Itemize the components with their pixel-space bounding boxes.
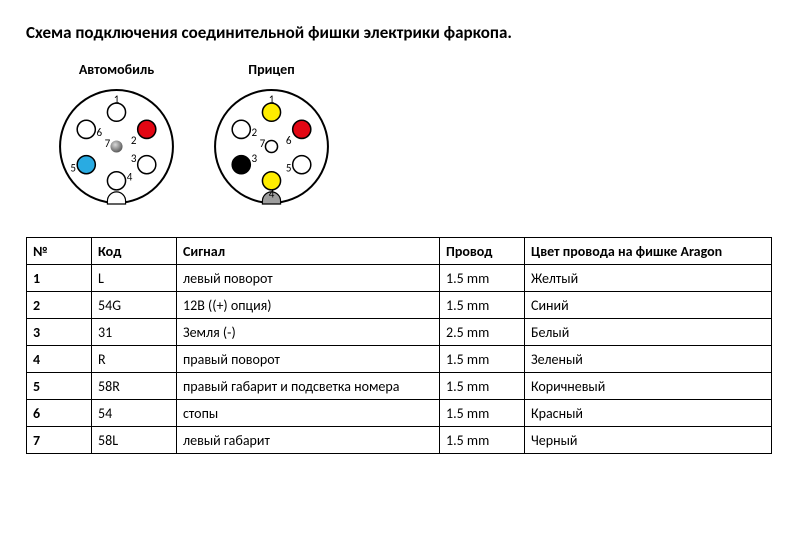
table-cell: 12В ((+) опция)	[177, 292, 440, 319]
table-cell: 1.5 mm	[440, 400, 525, 427]
table-cell: 2.5 mm	[440, 319, 525, 346]
svg-text:5: 5	[286, 160, 292, 174]
table-cell: Красный	[525, 400, 772, 427]
svg-text:7: 7	[260, 136, 266, 150]
table-cell: 7	[27, 427, 92, 454]
table-cell: левый габарит	[177, 427, 440, 454]
svg-text:7: 7	[105, 136, 111, 150]
connector-car: Автомобиль 1 6 2 5 3 4 7	[54, 61, 179, 209]
svg-text:1: 1	[114, 92, 120, 106]
table-row: 654стопы1.5 mmКрасный	[27, 400, 772, 427]
table-cell: 4	[27, 346, 92, 373]
table-cell: 2	[27, 292, 92, 319]
th-color: Цвет провода на фишке Aragon	[525, 238, 772, 265]
table-cell: правый габарит и подсветка номера	[177, 373, 440, 400]
table-cell: 1	[27, 265, 92, 292]
svg-text:3: 3	[252, 151, 258, 165]
th-wire: Провод	[440, 238, 525, 265]
table-cell: 1.5 mm	[440, 427, 525, 454]
th-number: №	[27, 238, 92, 265]
connector-car-label: Автомобиль	[79, 61, 154, 78]
pinout-table: № Код Сигнал Провод Цвет провода на фишк…	[26, 237, 772, 454]
svg-text:6: 6	[286, 133, 292, 147]
th-code: Код	[92, 238, 177, 265]
table-cell: 1.5 mm	[440, 265, 525, 292]
table-cell: 58R	[92, 373, 177, 400]
connector-diagrams: Автомобиль 1625347 Прицеп 1263547	[54, 61, 774, 209]
connector-car-svg: 1 6 2 5 3 4 7	[54, 84, 179, 209]
table-cell: 6	[27, 400, 92, 427]
svg-text:6: 6	[97, 125, 103, 139]
table-cell: Белый	[525, 319, 772, 346]
table-cell: Синий	[525, 292, 772, 319]
table-cell: Зеленый	[525, 346, 772, 373]
table-cell: 1.5 mm	[440, 346, 525, 373]
table-cell: 54G	[92, 292, 177, 319]
table-cell: 1.5 mm	[440, 292, 525, 319]
th-signal: Сигнал	[177, 238, 440, 265]
table-cell: 1.5 mm	[440, 373, 525, 400]
table-cell: стопы	[177, 400, 440, 427]
table-row: 558Rправый габарит и подсветка номера1.5…	[27, 373, 772, 400]
svg-text:4: 4	[127, 169, 133, 183]
connector-trailer-label: Прицеп	[248, 61, 294, 78]
table-row: 4Rправый поворот1.5 mmЗеленый	[27, 346, 772, 373]
table-cell: правый поворот	[177, 346, 440, 373]
table-cell: 31	[92, 319, 177, 346]
page-title: Схема подключения соединительной фишки э…	[26, 22, 774, 43]
table-cell: Желтый	[525, 265, 772, 292]
table-cell: Черный	[525, 427, 772, 454]
svg-text:3: 3	[131, 151, 137, 165]
table-cell: Земля (-)	[177, 319, 440, 346]
svg-text:2: 2	[252, 125, 258, 139]
connector-trailer-svg: 1 2 6 3 54 7	[209, 84, 334, 209]
table-header-row: № Код Сигнал Провод Цвет провода на фишк…	[27, 238, 772, 265]
table-row: 758Lлевый габарит1.5 mmЧерный	[27, 427, 772, 454]
table-cell: R	[92, 346, 177, 373]
table-cell: левый поворот	[177, 265, 440, 292]
table-row: 1Lлевый поворот1.5 mmЖелтый	[27, 265, 772, 292]
table-cell: 3	[27, 319, 92, 346]
table-body: 1Lлевый поворот1.5 mmЖелтый254G12В ((+) …	[27, 265, 772, 454]
table-cell: 58L	[92, 427, 177, 454]
table-row: 254G12В ((+) опция)1.5 mmСиний	[27, 292, 772, 319]
table-cell: 54	[92, 400, 177, 427]
table-cell: 5	[27, 373, 92, 400]
connector-trailer: Прицеп 1 2 6 3 54 7	[209, 61, 334, 209]
table-cell: L	[92, 265, 177, 292]
svg-text:1: 1	[269, 92, 275, 106]
table-row: 331Земля (-)2.5 mmБелый	[27, 319, 772, 346]
table-cell: Коричневый	[525, 373, 772, 400]
svg-text:5: 5	[70, 160, 76, 174]
svg-text:4: 4	[269, 187, 275, 201]
svg-text:2: 2	[131, 133, 137, 147]
